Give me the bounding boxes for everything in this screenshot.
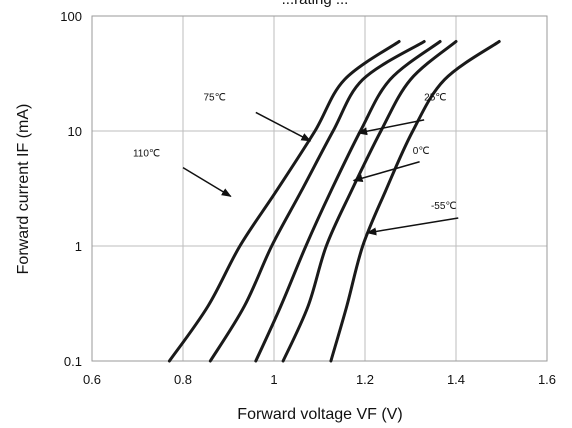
x-tick-label: 1.6 xyxy=(538,372,556,387)
annotation-arrow-0 xyxy=(182,167,232,198)
y-tick-label: 10 xyxy=(68,124,82,139)
series-line-0 xyxy=(167,40,401,363)
y-tick-label: 1 xyxy=(75,239,82,254)
series-layer xyxy=(167,40,501,363)
grid xyxy=(91,15,548,362)
chart-title: ...rating ... xyxy=(282,0,349,8)
annotation-arrow-2 xyxy=(357,119,425,136)
annotation-label: 110℃ xyxy=(133,149,160,160)
annotation-arrow-4 xyxy=(366,217,459,236)
x-tick-label: 1 xyxy=(270,372,277,387)
y-tick-label: 0.1 xyxy=(64,354,82,369)
y-tick-label: 100 xyxy=(60,9,82,24)
annotation-layer: 110℃ 75℃ 25℃ 0℃ -55℃ xyxy=(133,92,459,236)
series-line-3 xyxy=(281,40,458,363)
x-tick-label: 1.4 xyxy=(447,372,465,387)
series-line-2 xyxy=(254,40,442,363)
x-axis-title: Forward voltage VF (V) xyxy=(237,406,402,423)
annotation-label: 0℃ xyxy=(413,146,430,157)
annotation-label: -55℃ xyxy=(431,201,457,212)
series-line-4 xyxy=(329,40,501,363)
annotation-arrow-1 xyxy=(255,111,312,142)
annotation-label: 25℃ xyxy=(424,92,446,103)
series-line-1 xyxy=(208,40,426,363)
plot-frame xyxy=(91,15,548,362)
x-tick-label: 1.2 xyxy=(356,372,374,387)
annotation-arrow-3 xyxy=(352,161,420,183)
annotation-label: 75℃ xyxy=(203,92,225,103)
y-axis-title: Forward current IF (mA) xyxy=(15,104,32,275)
x-tick-label: 0.8 xyxy=(174,372,192,387)
tick-layer: 0.6 0.8 1 1.2 1.4 1.6 0.1 1 10 100 xyxy=(60,9,556,387)
x-tick-label: 0.6 xyxy=(83,372,101,387)
